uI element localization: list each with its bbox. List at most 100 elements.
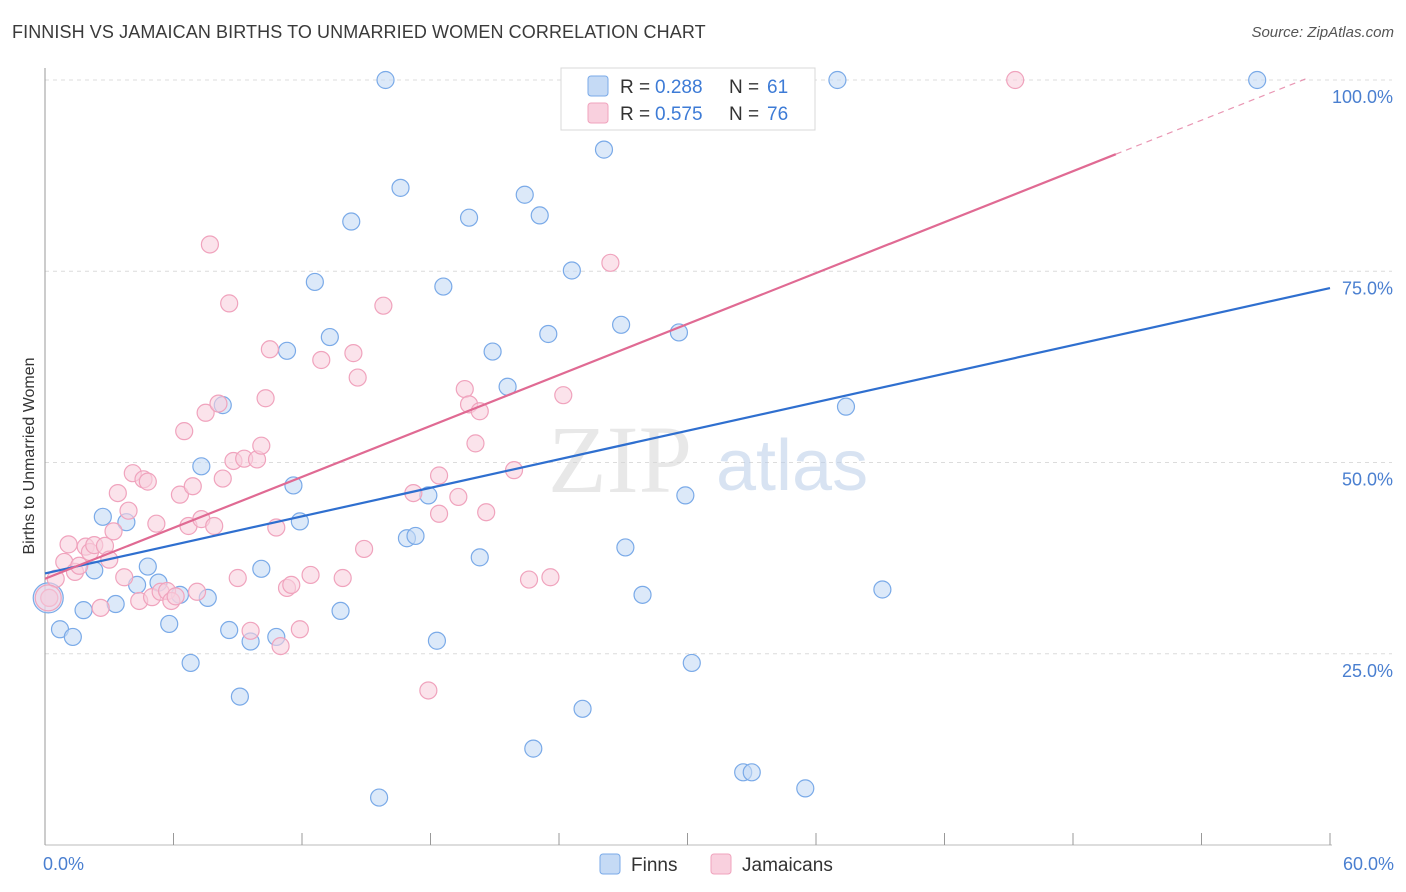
- legend-n-label-jamaicans: N =: [729, 104, 759, 125]
- point-jamaicans-75: [1006, 70, 1025, 90]
- point-finns-13: [181, 653, 200, 673]
- point-finns-2: [63, 627, 82, 647]
- point-finns-20: [252, 559, 271, 578]
- point-jamaicans-27: [175, 422, 194, 441]
- point-jamaicans-62: [449, 487, 468, 507]
- point-jamaicans-41: [241, 621, 260, 640]
- y-axis-title: Births to Unmarried Women: [21, 357, 38, 554]
- point-finns-33: [406, 526, 425, 546]
- bottom-legend-label-jamaicans: Jamaicans: [742, 855, 833, 876]
- legend-top: R = 0.288 N = 61 R = 0.575 N = 76: [560, 67, 816, 131]
- point-finns-9: [138, 557, 157, 576]
- point-finns-18: [230, 687, 249, 706]
- point-finns-17: [220, 620, 239, 640]
- point-jamaicans-55: [348, 368, 367, 387]
- point-jamaicans-57: [374, 296, 393, 315]
- legend-swatch-jamaicans: [587, 102, 609, 124]
- point-jamaicans-49: [282, 575, 301, 595]
- point-finns-28: [342, 212, 361, 231]
- legend-n-value-jamaicans: 76: [767, 104, 788, 125]
- point-finns-56: [796, 779, 815, 798]
- point-finns-53: [682, 653, 701, 673]
- legend-n-value-finns: 61: [767, 77, 788, 98]
- point-jamaicans-56: [355, 539, 374, 559]
- point-finns-22: [277, 341, 297, 360]
- legend-r-label-finns: R =: [620, 77, 650, 98]
- point-finns-46: [573, 699, 592, 718]
- point-jamaicans-30: [187, 582, 207, 601]
- point-jamaicans-53: [333, 568, 352, 588]
- point-jamaicans-19: [138, 472, 157, 491]
- point-jamaicans-3: [59, 535, 78, 554]
- point-finns-47: [594, 140, 614, 159]
- legend-swatch-finns: [587, 75, 609, 97]
- trendlines: [44, 77, 1331, 580]
- axes: [44, 68, 1332, 846]
- point-jamaicans-61: [429, 504, 449, 523]
- legend-n-label-finns: N =: [729, 77, 759, 98]
- point-finns-45: [562, 261, 581, 280]
- bottom-legend-label-finns: Finns: [631, 855, 677, 876]
- y-tick-label-75: 75.0%: [1342, 278, 1393, 298]
- point-finns-57: [828, 70, 847, 90]
- point-finns-37: [459, 208, 479, 227]
- point-jamaicans-29: [183, 477, 202, 496]
- x-tick-label-max: 60.0%: [1343, 854, 1394, 874]
- x-tick-label-min: 0.0%: [43, 854, 84, 874]
- point-finns-29: [370, 788, 389, 807]
- point-finns-31: [391, 178, 410, 197]
- legend-bottom: Finns Jamaicans: [599, 853, 833, 876]
- point-jamaicans-67: [477, 503, 496, 522]
- point-finns-35: [427, 631, 447, 650]
- point-jamaicans-9: [91, 598, 110, 617]
- point-jamaicans-72: [601, 253, 620, 272]
- watermark-atlas: atlas: [716, 426, 868, 506]
- point-jamaicans-54: [344, 344, 363, 363]
- bottom-legend-swatch-jamaicans: [710, 853, 732, 875]
- point-finns-5: [93, 507, 112, 526]
- point-jamaicans-34: [205, 516, 224, 536]
- point-jamaicans-14: [115, 568, 134, 587]
- legend-r-label-jamaicans: R =: [620, 104, 650, 125]
- point-finns-30: [376, 70, 395, 90]
- point-jamaicans-65: [466, 434, 485, 453]
- point-finns-58: [836, 397, 856, 416]
- point-finns-43: [530, 206, 549, 225]
- point-jamaicans-63: [455, 379, 474, 399]
- point-jamaicans-33: [200, 235, 220, 254]
- point-finns-38: [470, 548, 489, 567]
- y-tick-label-50: 50.0%: [1342, 470, 1393, 490]
- point-jamaicans-37: [220, 294, 239, 313]
- point-finns-25: [305, 272, 324, 292]
- trendline-jamaicans-extension: [1115, 77, 1309, 155]
- point-finns-11: [160, 614, 179, 634]
- point-jamaicans-25: [166, 587, 185, 606]
- legend-r-value-finns: 0.288: [655, 77, 703, 98]
- point-finns-6: [106, 594, 125, 614]
- point-finns-52: [676, 486, 695, 505]
- trendline-finns: [44, 287, 1331, 575]
- point-jamaicans-21: [147, 514, 166, 533]
- y-tick-label-25: 25.0%: [1342, 661, 1393, 681]
- point-jamaicans-59: [419, 681, 438, 700]
- point-jamaicans-36: [213, 469, 232, 488]
- point-finns-39: [483, 342, 502, 361]
- watermark: ZIP atlas: [548, 406, 868, 513]
- point-jamaicans-44: [256, 389, 275, 408]
- trendline-jamaicans: [44, 153, 1117, 580]
- point-jamaicans-70: [541, 568, 560, 587]
- x-ticks: [44, 833, 1331, 845]
- point-finns-44: [539, 324, 558, 344]
- point-finns-14: [192, 457, 211, 476]
- point-jamaicans-47: [271, 636, 290, 656]
- y-tick-label-100: 100.0%: [1332, 87, 1393, 107]
- point-jamaicans-60: [429, 466, 449, 485]
- point-finns-55: [742, 763, 761, 782]
- point-finns-48: [612, 315, 631, 334]
- point-jamaicans-39: [228, 568, 247, 588]
- legend-r-value-jamaicans: 0.575: [655, 104, 703, 125]
- gridlines: [45, 79, 1392, 655]
- point-finns-50: [633, 585, 652, 604]
- bottom-legend-swatch-finns: [599, 853, 621, 875]
